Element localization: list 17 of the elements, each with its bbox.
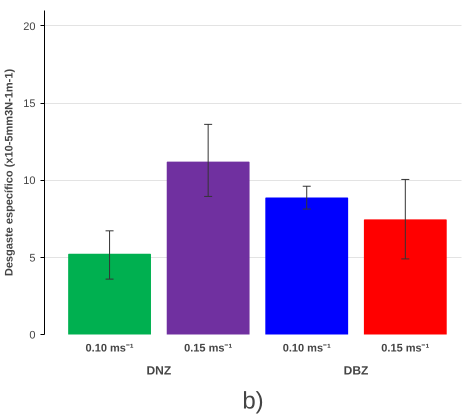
text: b) — [242, 388, 264, 414]
bar — [68, 254, 151, 334]
y-tick-label: 15 — [23, 98, 36, 110]
bar — [265, 197, 348, 334]
y-tick-label: 10 — [23, 175, 36, 188]
y-tick-label: 20 — [23, 20, 36, 33]
y-axis-title: Desgaste específico (x10-5mm3N-1m-1) — [3, 68, 16, 276]
x-tick-label: 0.10 ms⁻¹ — [282, 342, 332, 354]
x-tick-label: 0.10 ms⁻¹ — [86, 342, 134, 354]
bar — [166, 162, 250, 334]
y-tick-label: 0 — [29, 330, 36, 342]
x-tick-label: 0.15 ms⁻¹ — [184, 342, 232, 354]
text: DNZ — [146, 364, 172, 378]
bar — [364, 219, 447, 334]
x-tick-label: 0.15 ms⁻¹ — [381, 342, 430, 354]
text: DBZ — [344, 364, 368, 378]
y-tick-label: 5 — [29, 252, 36, 264]
